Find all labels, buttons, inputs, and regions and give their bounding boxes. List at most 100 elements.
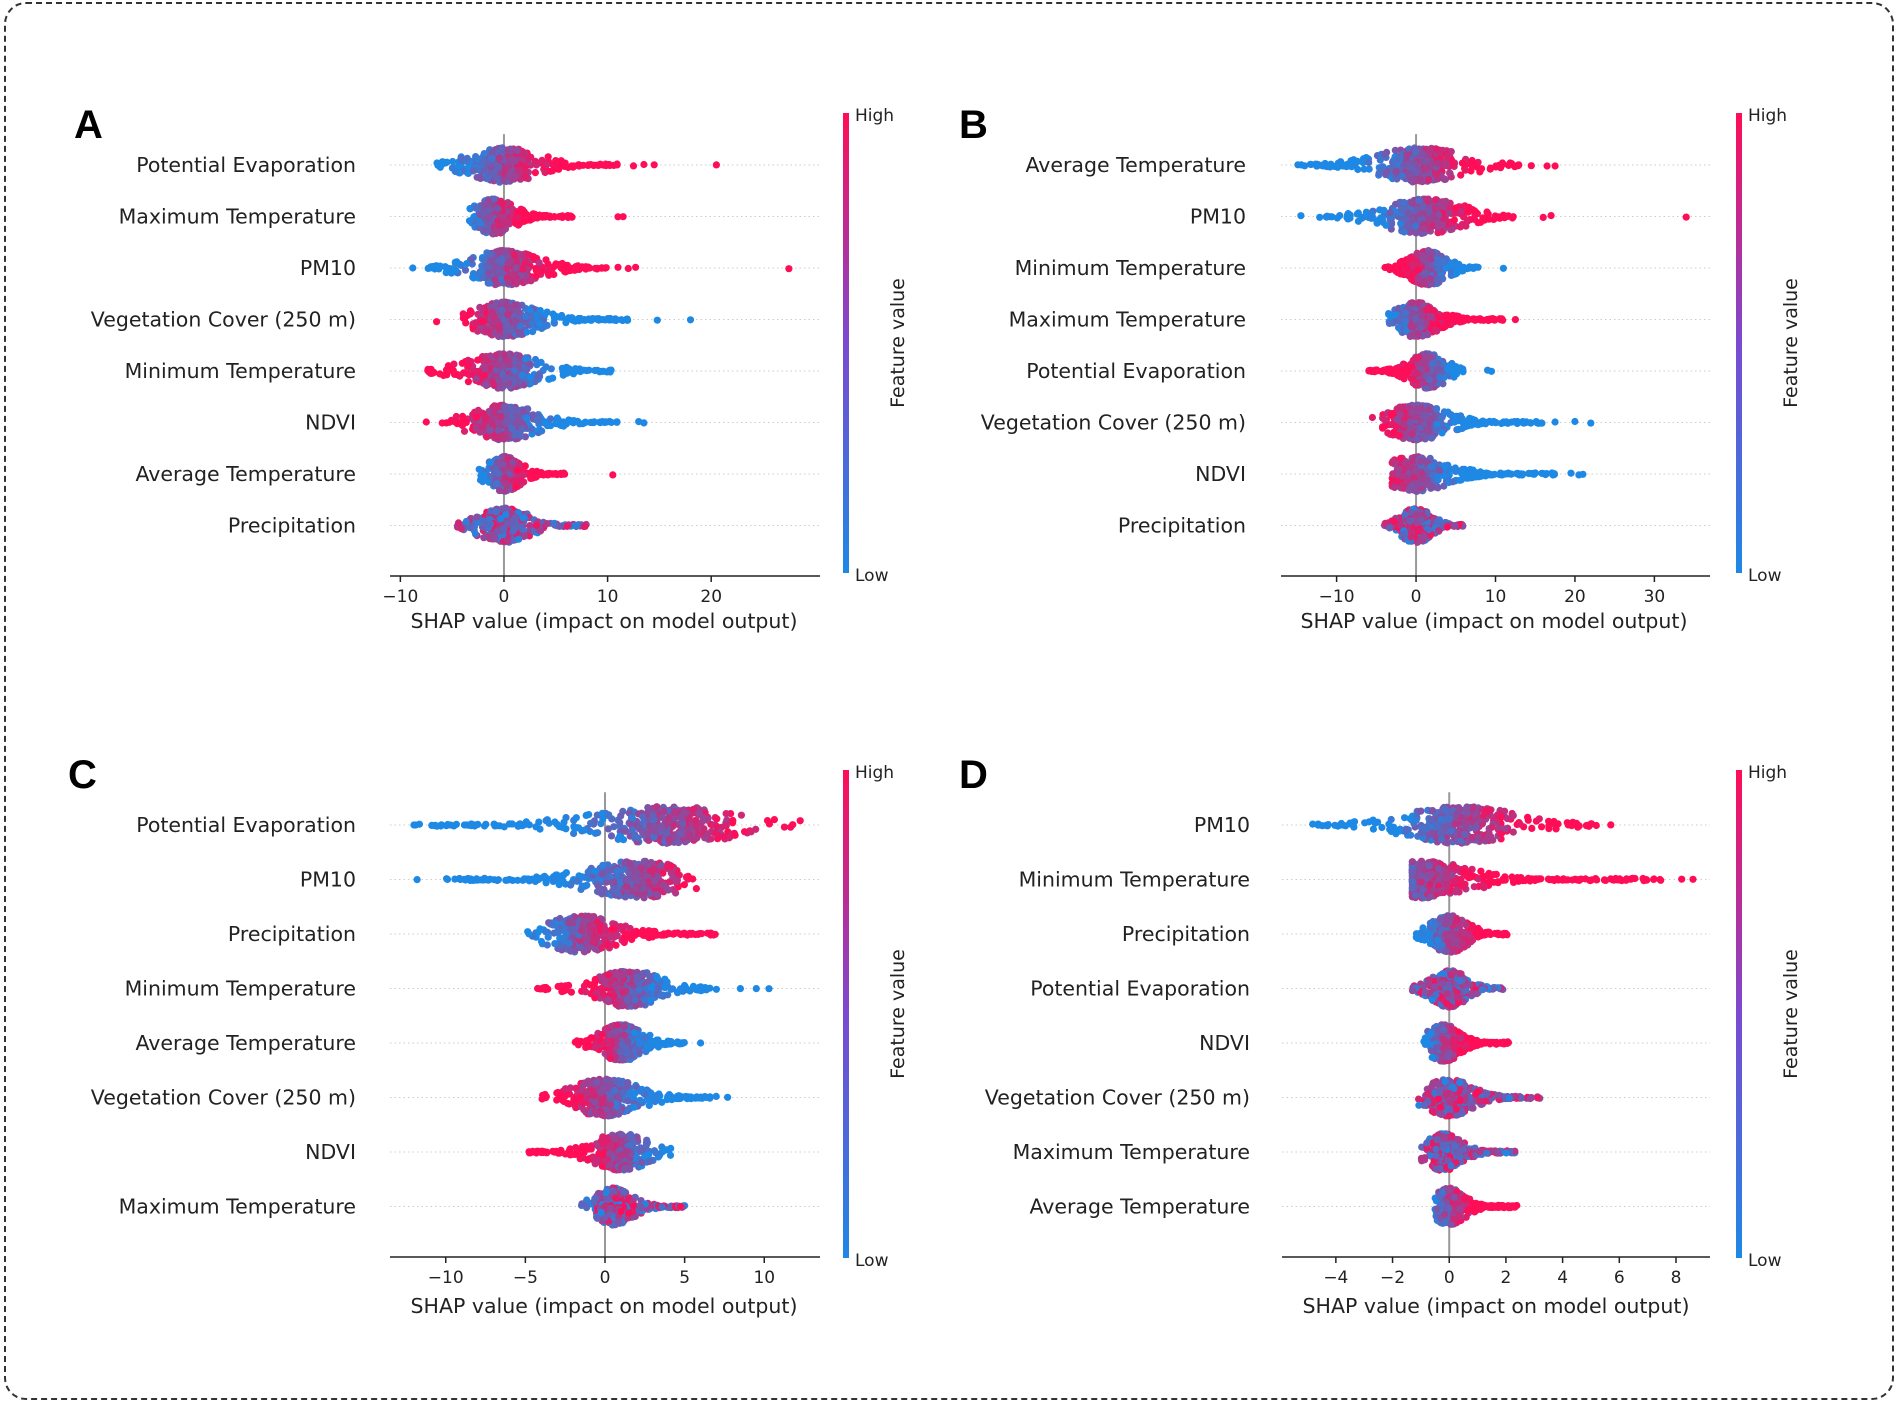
shap-point [640,160,648,169]
shap-point [458,421,466,430]
shap-point [1471,160,1479,168]
feature-label: NDVI [1195,462,1246,486]
shap-point [1347,157,1355,165]
shap-point [511,515,519,523]
shap-point [511,318,519,326]
shap-point [462,517,470,526]
shap-point [519,514,527,522]
shap-point [498,144,506,152]
shap-point [483,200,491,208]
shap-point [433,159,441,167]
shap-point [1407,322,1415,330]
shap-point [1682,213,1690,221]
shap-point [596,419,605,427]
shap-point [488,308,496,316]
shap-point [619,316,627,325]
shap-point [596,160,604,168]
shap-point [1539,213,1547,221]
shap-point [487,520,495,528]
shap-point [568,417,577,425]
shap-point [1378,214,1387,222]
feature-label: Minimum Temperature [125,359,356,383]
shap-point [632,263,640,271]
shap-point [1353,210,1361,218]
shap-point [498,200,506,208]
shap-point [1337,158,1345,166]
shap-point [543,520,551,528]
shap-point [484,263,493,271]
shap-point [541,213,549,221]
shap-point [1392,167,1400,176]
shap-point [478,423,486,431]
shap-point [650,161,658,169]
shap-point [438,158,447,166]
shap-point [1435,211,1443,219]
shap-point [1408,215,1417,224]
feature-label: Precipitation [1118,514,1246,538]
shap-point [499,431,507,439]
shap-point [1458,159,1466,167]
shap-point [518,371,526,379]
shap-point [472,153,480,161]
shap-point [469,270,478,278]
shap-point [511,367,519,375]
shap-point [1422,157,1430,165]
shap-point [1486,165,1494,173]
shap-point [1373,367,1381,375]
x-axis: −10 0 10 20 [382,575,820,607]
shap-point [1483,315,1491,324]
shap-point [1297,212,1305,220]
shap-point [1333,214,1341,222]
shap-point [1424,331,1432,339]
shap-point [512,219,520,227]
shap-point [409,264,417,272]
shap-point [495,322,503,330]
shap-point [584,161,593,169]
shap-point [1412,229,1420,237]
shap-point [1424,176,1433,184]
shap-point [530,212,538,221]
shap-point [581,316,589,324]
shap-point [575,162,583,170]
shap-point [543,321,551,329]
shap-point [505,171,513,179]
shap-point [1415,197,1423,205]
shap-point [1477,218,1485,226]
shap-point [1354,157,1362,165]
shap-point [588,418,596,426]
shap-point [494,248,502,256]
shap-point [1413,206,1421,214]
shap-point [453,258,461,266]
shap-point [1392,263,1400,271]
shap-point [606,417,614,426]
shap-point [609,471,617,479]
shap-point [425,264,434,272]
shap-point [489,169,497,177]
shap-point [1434,276,1442,284]
shap-point [1441,322,1449,331]
shap-point [475,465,483,473]
shap-point [1499,264,1507,272]
shap-point [452,266,460,274]
shap-point [486,458,495,466]
shap-point [1434,222,1442,230]
shap-point [543,308,551,316]
feature-label: Potential Evaporation [1026,359,1246,383]
shap-point [527,277,535,285]
shap-point [1368,210,1376,218]
shap-point [433,318,441,326]
shap-point [498,298,506,306]
shap-point [479,273,487,281]
shap-point [1400,228,1408,236]
shap-point [517,330,525,338]
shap-point [1551,162,1559,170]
shap-point [1421,269,1429,277]
shap-point [449,157,457,166]
shap-point [515,166,523,174]
shap-point [552,157,560,165]
shap-point [1381,263,1389,272]
shap-point [513,147,521,155]
shap-point [520,471,528,479]
shap-point [460,315,469,323]
